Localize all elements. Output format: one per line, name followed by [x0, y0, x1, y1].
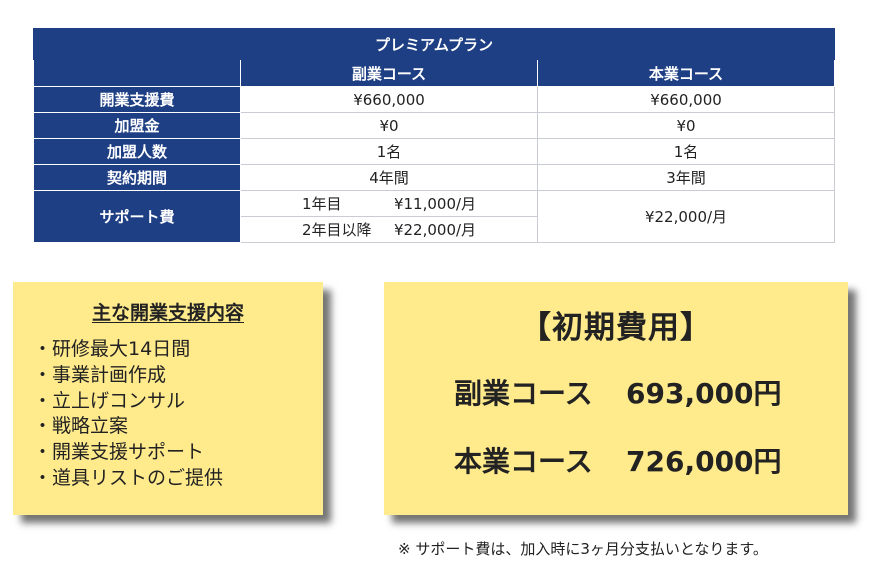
table-row: 2年目以降 ¥22,000/月: [34, 216, 835, 243]
cost-course: 本業コース: [454, 445, 593, 478]
support-period: 2年目以降: [301, 221, 372, 239]
list-item: 戦略立案: [33, 414, 223, 440]
table-row: 加盟金 ¥0 ¥0: [33, 112, 835, 139]
support-content-list: 研修最大14日間 事業計画作成 立上げコンサル 戦略立案 開業支援サポート 道具…: [33, 337, 223, 492]
row-label: 開業支援費: [33, 86, 241, 113]
row-label: サポート費: [33, 190, 241, 243]
footnote: ※ サポート費は、加入時に3ヶ月分支払いとなります。: [398, 540, 768, 558]
cell-side: 1名: [240, 138, 538, 165]
list-item: 立上げコンサル: [33, 389, 223, 415]
support-amount: ¥11,000/月: [393, 195, 477, 213]
corner-cell: [33, 59, 241, 87]
cell-main: ¥660,000: [537, 86, 835, 113]
cell-main: ¥22,000/月: [537, 190, 835, 243]
list-item: 道具リストのご提供: [33, 466, 223, 492]
plan-title: プレミアムプラン: [33, 28, 835, 60]
table-row: 契約期間 4年間 3年間: [33, 164, 835, 191]
cell-main: 1名: [537, 138, 835, 165]
list-item: 開業支援サポート: [33, 440, 223, 466]
cost-line: 本業コース 726,000円: [454, 440, 782, 480]
cost-course: 副業コース: [454, 377, 593, 410]
cell-side: 1年目 ¥11,000/月: [240, 190, 538, 217]
initial-cost-note: 【初期費用】 副業コース 693,000円 本業コース 726,000円: [384, 282, 848, 515]
cell-side: 4年間: [240, 164, 538, 191]
list-item: 研修最大14日間: [33, 337, 223, 363]
support-amount: ¥22,000/月: [393, 221, 477, 239]
table-row: サポート費 1年目 ¥11,000/月 ¥22,000/月: [33, 190, 835, 243]
row-label: 加盟人数: [33, 138, 241, 165]
row-label: 契約期間: [33, 164, 241, 191]
cell-side: ¥0: [240, 112, 538, 139]
column-header-side: 副業コース: [240, 59, 538, 87]
table-row: 加盟人数 1名 1名: [33, 138, 835, 165]
initial-cost-title: 【初期費用】: [520, 310, 712, 346]
list-item: 事業計画作成: [33, 363, 223, 389]
cost-amount: 726,000円: [626, 445, 782, 478]
plan-table: プレミアムプラン 副業コース 本業コース 開業支援費 ¥660,000 ¥660…: [33, 28, 835, 243]
row-label: 加盟金: [33, 112, 241, 139]
column-header-main: 本業コース: [537, 59, 835, 87]
cell-side: ¥660,000: [240, 86, 538, 113]
cost-line: 副業コース 693,000円: [454, 372, 782, 412]
support-content-title: 主な開業支援内容: [91, 302, 244, 324]
support-period: 1年目: [301, 195, 342, 213]
support-content-note: 主な開業支援内容 研修最大14日間 事業計画作成 立上げコンサル 戦略立案 開業…: [13, 282, 323, 515]
cost-amount: 693,000円: [626, 377, 782, 410]
cell-main: ¥0: [537, 112, 835, 139]
cell-side: 2年目以降 ¥22,000/月: [240, 216, 538, 243]
table-row: 開業支援費 ¥660,000 ¥660,000: [33, 86, 835, 113]
cell-main: 3年間: [537, 164, 835, 191]
